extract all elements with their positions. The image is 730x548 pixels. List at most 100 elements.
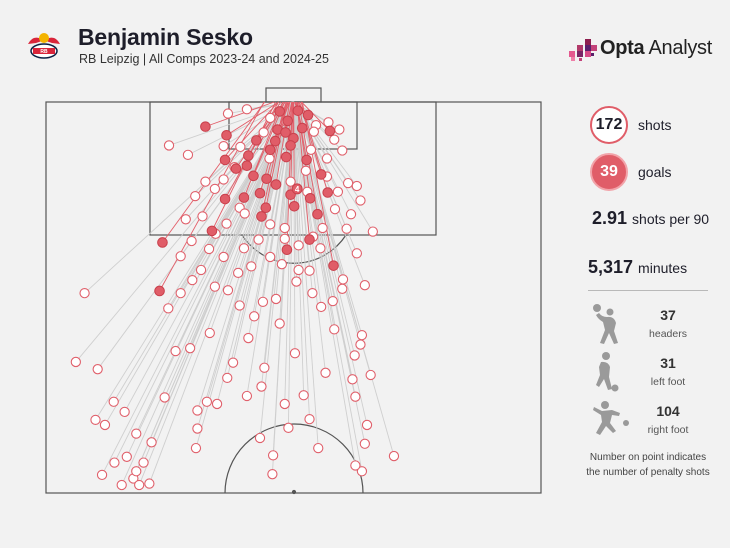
shot-point <box>265 112 276 124</box>
shot-point <box>170 345 181 357</box>
shot-point <box>355 339 366 350</box>
goal-line <box>224 101 279 161</box>
shot-point <box>351 248 362 259</box>
shot-point <box>201 396 213 407</box>
shot-point <box>227 357 239 368</box>
shot-point <box>221 218 232 229</box>
shot-point <box>317 222 328 234</box>
shot-point <box>361 419 373 431</box>
shot-point <box>327 295 338 307</box>
shot-point <box>334 124 345 135</box>
shot-point <box>349 350 360 361</box>
shot-line <box>293 101 310 420</box>
shot-point <box>200 176 211 187</box>
headers-value: 37 <box>660 307 676 323</box>
shot-point <box>342 177 354 189</box>
shot-point <box>351 180 362 192</box>
shot-point <box>258 127 269 138</box>
goal-point <box>312 208 323 220</box>
shot-point <box>146 437 157 448</box>
goal-point <box>254 187 266 199</box>
shot-point <box>267 469 278 480</box>
goals-count-badge: 39 <box>590 153 628 191</box>
shot-point <box>175 288 186 299</box>
shot-point <box>259 362 270 373</box>
goal-point <box>288 200 300 212</box>
goal-point <box>281 244 293 256</box>
shot-line <box>124 101 294 413</box>
shot-point <box>265 219 276 230</box>
shot-line <box>287 101 294 428</box>
goal-point <box>241 160 253 172</box>
shot-point <box>332 186 344 197</box>
shot-point <box>235 141 246 153</box>
centre-circle <box>224 423 364 494</box>
shot-point <box>289 348 301 359</box>
right-foot-label: right foot <box>647 424 689 436</box>
shot-point <box>308 126 320 137</box>
shot-line <box>101 101 294 476</box>
shot-point <box>350 460 361 471</box>
right-foot-player-icon <box>593 401 629 435</box>
goal-point <box>270 135 281 147</box>
shot-line <box>168 101 294 146</box>
shot-line <box>148 101 294 484</box>
goal-line <box>205 101 275 128</box>
goal-frame <box>265 87 322 103</box>
shot-point <box>192 405 203 416</box>
shot-point <box>163 140 175 151</box>
shot-point <box>264 153 275 164</box>
shot-point <box>291 276 302 287</box>
shot-point <box>238 243 250 254</box>
goal-point <box>157 237 168 248</box>
shot-point <box>320 367 331 378</box>
shot-point <box>355 195 366 206</box>
shots-per-90-value: 2.91 <box>592 208 628 228</box>
shot-point <box>144 478 155 489</box>
minutes-value: 5,317 <box>588 257 634 277</box>
shot-point <box>70 356 81 368</box>
shot-point <box>90 414 101 426</box>
shot-point <box>119 406 130 418</box>
shot-point <box>197 211 208 222</box>
goal-point <box>230 163 242 174</box>
shot-points: 4 <box>70 104 400 491</box>
shot-point <box>239 208 250 219</box>
goal-point <box>206 225 218 237</box>
headers-stat: 37 headers <box>590 303 730 349</box>
shot-point <box>246 261 257 272</box>
goal-line <box>243 101 284 198</box>
shots-stat: 172 shots <box>560 106 730 146</box>
stats-panel: 172 shots 39 goals 2.91 shots per 90 5,31… <box>560 95 730 545</box>
shot-point <box>279 398 290 410</box>
shot-point <box>116 479 127 491</box>
shot-point <box>257 296 269 307</box>
shot-line <box>84 101 294 294</box>
shot-point <box>253 234 264 245</box>
goal-point <box>200 121 211 132</box>
goal-point <box>292 105 304 116</box>
shot-point <box>203 243 215 255</box>
shot-point <box>254 432 266 444</box>
page-title: Benjamin Sesko <box>78 24 253 50</box>
goal-point <box>219 193 231 205</box>
shot-point <box>304 413 315 425</box>
shots-count-badge: 172 <box>590 106 628 144</box>
shot-line <box>185 101 294 220</box>
goal-point <box>243 150 254 161</box>
goal-point <box>280 151 292 163</box>
shot-point <box>131 428 142 439</box>
shot-point <box>270 293 282 305</box>
shot-point <box>211 398 223 410</box>
goal-point <box>282 115 293 127</box>
shot-point <box>192 423 203 434</box>
shot-point <box>134 479 145 491</box>
penalty-note: Number on point indicates the number of … <box>568 450 728 480</box>
shot-point <box>184 343 196 354</box>
goal-line <box>296 101 311 199</box>
penalty-note-line-1: Number on point indicates <box>589 452 707 463</box>
goal-point <box>219 154 231 166</box>
shot-point <box>204 327 215 339</box>
shot-point <box>356 330 368 341</box>
